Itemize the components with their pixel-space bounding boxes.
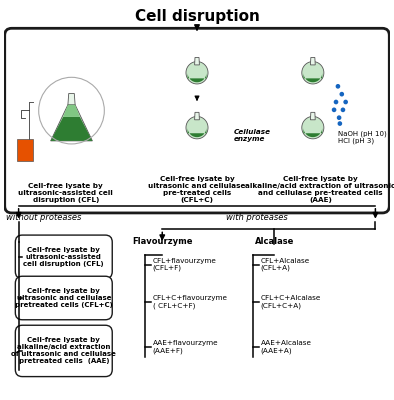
Polygon shape [303,128,322,137]
FancyBboxPatch shape [15,235,112,278]
Text: NaOH (pH 10)
HCl (pH 3): NaOH (pH 10) HCl (pH 3) [338,130,387,144]
Polygon shape [188,73,206,82]
Text: Cell-free lysate by
ultrasonic-assisted
cell disruption (CFL): Cell-free lysate by ultrasonic-assisted … [24,247,104,267]
Polygon shape [68,94,75,105]
Polygon shape [310,112,315,120]
Text: CFL+flavourzyme
(CFL+F): CFL+flavourzyme (CFL+F) [152,258,216,272]
Circle shape [334,100,338,104]
Circle shape [343,100,348,104]
Polygon shape [186,62,208,84]
Text: Alcalase: Alcalase [255,237,294,246]
Polygon shape [51,105,92,141]
Polygon shape [63,105,80,117]
Text: AAE+Alcalase
(AAE+A): AAE+Alcalase (AAE+A) [261,340,312,354]
Circle shape [338,121,342,126]
Circle shape [336,84,340,89]
FancyBboxPatch shape [15,276,112,320]
Text: Cell-free lysate by
ultrasonic and cellulase
pre-treated cells
(CFL+C): Cell-free lysate by ultrasonic and cellu… [148,176,246,203]
Polygon shape [310,58,315,65]
FancyBboxPatch shape [5,28,389,213]
Polygon shape [51,117,92,141]
Polygon shape [302,62,324,84]
Circle shape [341,108,345,112]
Text: Cell disruption: Cell disruption [135,9,259,24]
Text: CFL+C+Alcalase
(CFL+C+A): CFL+C+Alcalase (CFL+C+A) [261,295,321,309]
FancyBboxPatch shape [15,325,112,376]
Text: Cellulase
enzyme: Cellulase enzyme [234,129,271,142]
Text: Cell-free lysate by
alkaline/acid extraction
of ultrasonic and cellulase
pretrea: Cell-free lysate by alkaline/acid extrac… [11,338,116,364]
Text: CFL+Alcalase
(CFL+A): CFL+Alcalase (CFL+A) [261,258,310,272]
Text: Cell-free lysate by
alkaline/acid extraction of ultrasonic
and cellulase pre-tre: Cell-free lysate by alkaline/acid extrac… [245,176,394,203]
Circle shape [332,108,336,112]
Polygon shape [195,58,199,65]
Text: CFL+C+flavourzyme
( CFL+C+F): CFL+C+flavourzyme ( CFL+C+F) [152,295,228,309]
Text: Flavourzyme: Flavourzyme [132,237,193,246]
Polygon shape [303,73,322,82]
Circle shape [337,115,342,120]
Text: without proteases: without proteases [6,213,81,222]
Circle shape [340,92,344,96]
Polygon shape [195,112,199,120]
Text: AAE+flavourzyme
(AAE+F): AAE+flavourzyme (AAE+F) [152,340,218,354]
Text: Cell-free lysate by
ultrasonic and cellulase
pretreated cells (CFL+C): Cell-free lysate by ultrasonic and cellu… [15,288,113,308]
Bar [17,139,33,161]
Text: Cell-free lysate by
ultrasonic-assisted cell
disruption (CFL): Cell-free lysate by ultrasonic-assisted … [19,183,113,203]
Polygon shape [188,128,206,137]
Polygon shape [302,116,324,139]
Polygon shape [186,116,208,139]
Text: with proteases: with proteases [226,213,288,222]
